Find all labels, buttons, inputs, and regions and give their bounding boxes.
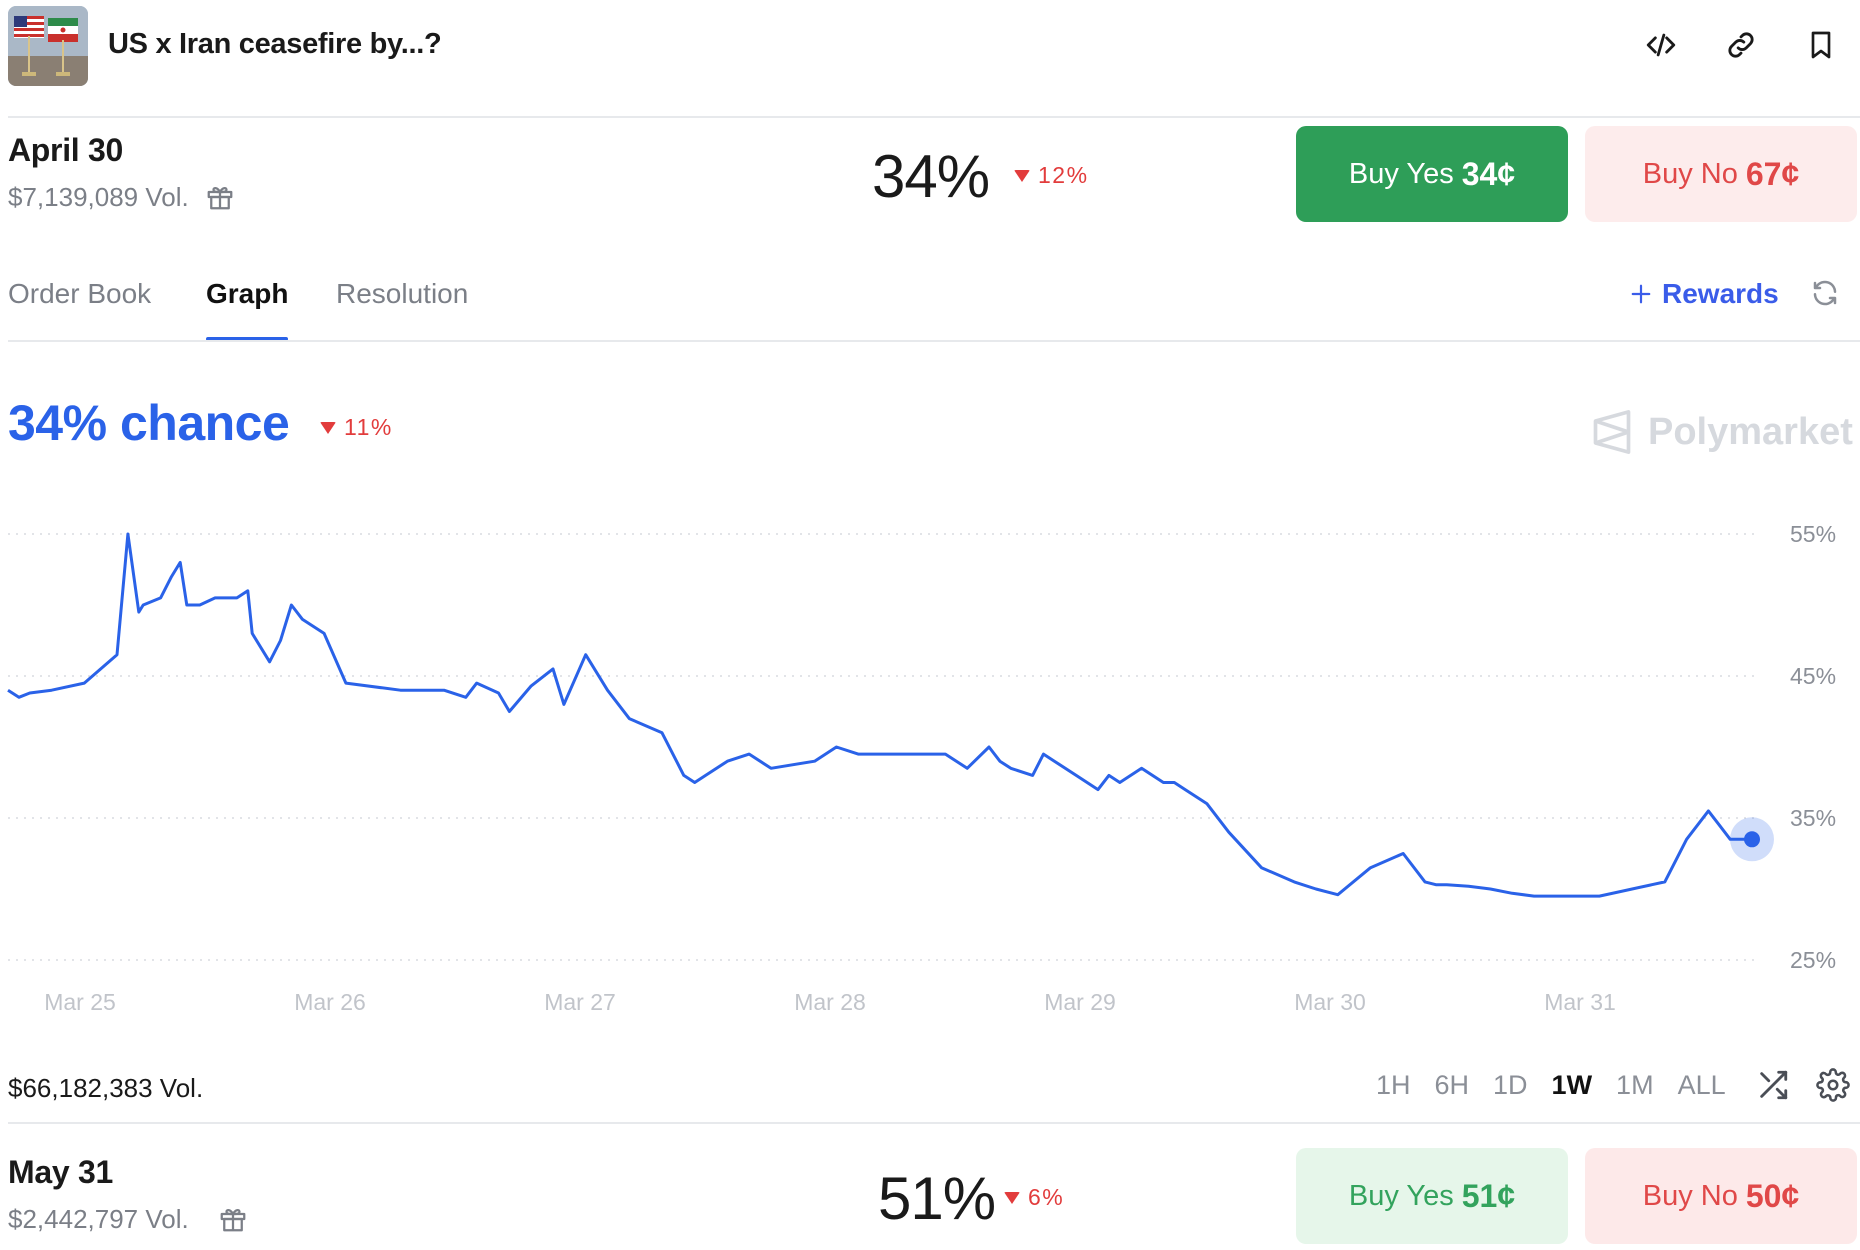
header-divider bbox=[8, 116, 1860, 118]
buy-no-label: Buy No bbox=[1642, 157, 1738, 190]
time-range-selector: 1H 6H 1D 1W 1M ALL bbox=[1376, 1070, 1750, 1101]
market-change: 6% bbox=[1004, 1184, 1064, 1211]
market-header: US x Iran ceasefire by...? bbox=[0, 0, 1860, 118]
market-change: 12% bbox=[1014, 162, 1089, 189]
market-date: April 30 bbox=[8, 132, 123, 168]
range-1m[interactable]: 1M bbox=[1616, 1070, 1654, 1100]
x-tick-label: Mar 30 bbox=[1294, 989, 1366, 1015]
market-change-value: 12% bbox=[1038, 162, 1089, 188]
down-arrow-icon bbox=[1004, 1191, 1020, 1204]
buy-yes-button[interactable]: Buy Yes 51¢ bbox=[1296, 1148, 1568, 1244]
series-line bbox=[7, 532, 1752, 898]
tab-graph[interactable]: Graph bbox=[206, 278, 289, 309]
chart-divider bbox=[8, 1122, 1860, 1124]
buy-yes-price: 34¢ bbox=[1461, 155, 1516, 192]
market-probability: 51% bbox=[878, 1165, 996, 1232]
rewards-label: Rewards bbox=[1662, 278, 1779, 309]
x-tick-label: Mar 26 bbox=[294, 989, 366, 1015]
market-date: May 31 bbox=[8, 1154, 113, 1190]
buy-no-label: Buy No bbox=[1642, 1179, 1738, 1212]
down-arrow-icon bbox=[1014, 169, 1030, 182]
tab-resolution[interactable]: Resolution bbox=[336, 278, 469, 309]
market-row-april-30[interactable]: April 30 $7,139,089 Vol. 34% 12% Buy Yes… bbox=[0, 124, 1860, 234]
market-probability: 34% bbox=[872, 143, 990, 210]
market-row-may-31[interactable]: May 31 $2,442,797 Vol. 51% 6% Buy Yes 51… bbox=[0, 1142, 1860, 1250]
graph-change: 11% bbox=[320, 414, 393, 441]
market-title: US x Iran ceasefire by...? bbox=[108, 28, 442, 60]
y-tick-label: 55% bbox=[1790, 521, 1836, 547]
market-thumbnail-flags bbox=[8, 6, 88, 86]
brand-name: Polymarket bbox=[1648, 410, 1853, 453]
gift-icon[interactable] bbox=[218, 1204, 248, 1234]
shuffle-icon[interactable] bbox=[1756, 1068, 1794, 1106]
rewards-button[interactable]: Rewards bbox=[1630, 278, 1779, 310]
graph-change-value: 11% bbox=[344, 414, 393, 440]
x-tick-label: Mar 28 bbox=[794, 989, 866, 1015]
range-6h[interactable]: 6H bbox=[1434, 1070, 1470, 1100]
market-tabs: Order Book Graph Resolution Rewards bbox=[0, 260, 1860, 342]
active-tab-indicator bbox=[206, 337, 288, 341]
settings-gear-icon[interactable] bbox=[1816, 1068, 1854, 1106]
gift-icon[interactable] bbox=[205, 182, 235, 212]
range-1h[interactable]: 1H bbox=[1376, 1070, 1411, 1100]
x-tick-label: Mar 31 bbox=[1544, 989, 1616, 1015]
total-volume: $66,182,383 Vol. bbox=[8, 1073, 204, 1103]
down-arrow-icon bbox=[320, 421, 336, 434]
graph-chance: 34% chance bbox=[8, 395, 290, 451]
tabs-divider bbox=[8, 340, 1860, 342]
buy-no-price: 67¢ bbox=[1745, 155, 1800, 192]
refresh-icon[interactable] bbox=[1810, 278, 1844, 312]
market-volume: $2,442,797 Vol. bbox=[8, 1204, 189, 1234]
buy-no-price: 50¢ bbox=[1745, 1177, 1800, 1214]
x-tick-label: Mar 25 bbox=[44, 989, 116, 1015]
y-tick-label: 35% bbox=[1790, 805, 1836, 831]
link-icon[interactable] bbox=[1722, 26, 1760, 64]
probability-chart[interactable]: 55% 45% 35% 25% Mar 25 Mar 26 Mar 27 Mar 28 Mar … bbox=[0, 490, 1860, 1030]
plus-icon bbox=[1631, 284, 1651, 304]
buy-yes-label: Buy Yes bbox=[1348, 157, 1454, 190]
tab-order-book[interactable]: Order Book bbox=[8, 278, 152, 309]
polymarket-watermark: Polymarket bbox=[1590, 408, 1853, 456]
range-1d[interactable]: 1D bbox=[1493, 1070, 1528, 1100]
buy-yes-price: 51¢ bbox=[1461, 1177, 1516, 1214]
x-tick-label: Mar 29 bbox=[1044, 989, 1116, 1015]
y-tick-label: 45% bbox=[1790, 663, 1836, 689]
bookmark-icon[interactable] bbox=[1802, 26, 1840, 64]
buy-yes-label: Buy Yes bbox=[1348, 1179, 1454, 1212]
market-change-value: 6% bbox=[1028, 1184, 1065, 1210]
range-1w[interactable]: 1W bbox=[1551, 1070, 1593, 1100]
embed-code-icon[interactable] bbox=[1642, 26, 1680, 64]
buy-no-button[interactable]: Buy No 50¢ bbox=[1585, 1148, 1857, 1244]
x-tick-label: Mar 27 bbox=[544, 989, 616, 1015]
current-point bbox=[1744, 831, 1760, 848]
range-all[interactable]: ALL bbox=[1677, 1070, 1726, 1100]
buy-yes-button[interactable]: Buy Yes 34¢ bbox=[1296, 126, 1568, 222]
polymarket-logo-icon bbox=[1593, 410, 1631, 454]
buy-no-button[interactable]: Buy No 67¢ bbox=[1585, 126, 1857, 222]
y-tick-label: 25% bbox=[1790, 947, 1836, 973]
market-volume: $7,139,089 Vol. bbox=[8, 182, 189, 212]
